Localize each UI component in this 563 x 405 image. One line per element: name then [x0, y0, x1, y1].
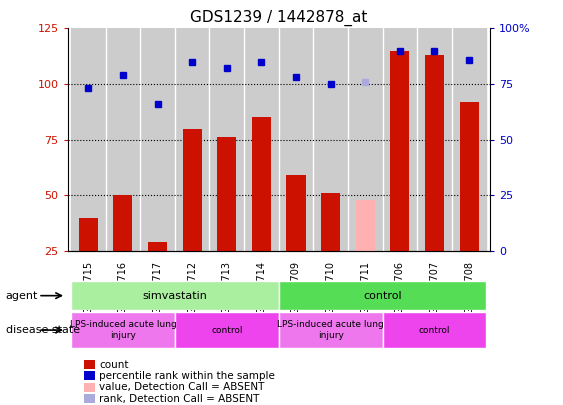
Text: value, Detection Call = ABSENT: value, Detection Call = ABSENT — [99, 382, 265, 392]
Bar — [140, 28, 175, 251]
Bar — [459, 102, 479, 251]
Bar — [356, 200, 375, 251]
Bar — [175, 28, 209, 251]
Bar — [390, 51, 409, 251]
Text: agent: agent — [6, 291, 38, 301]
Bar — [209, 28, 244, 251]
Bar — [348, 28, 382, 251]
Bar — [71, 312, 175, 348]
Bar — [106, 28, 140, 251]
Bar — [425, 55, 444, 251]
Text: control: control — [211, 326, 243, 335]
Bar — [417, 28, 452, 251]
Bar — [182, 128, 202, 251]
Bar — [279, 28, 313, 251]
Bar — [113, 195, 132, 251]
Bar — [79, 217, 98, 251]
Text: disease state: disease state — [6, 325, 80, 335]
Text: control: control — [363, 291, 402, 301]
Bar — [217, 137, 236, 251]
Bar — [244, 28, 279, 251]
Bar — [279, 312, 382, 348]
Bar — [279, 281, 486, 310]
Bar — [287, 175, 306, 251]
Text: simvastatin: simvastatin — [142, 291, 207, 301]
Bar — [382, 28, 417, 251]
Text: LPS-induced acute lung
injury: LPS-induced acute lung injury — [70, 320, 176, 340]
Text: percentile rank within the sample: percentile rank within the sample — [99, 371, 275, 381]
Bar — [382, 312, 486, 348]
Text: LPS-induced acute lung
injury: LPS-induced acute lung injury — [277, 320, 384, 340]
Bar — [452, 28, 486, 251]
Bar — [313, 28, 348, 251]
Title: GDS1239 / 1442878_at: GDS1239 / 1442878_at — [190, 9, 368, 26]
Bar — [71, 281, 279, 310]
Text: control: control — [419, 326, 450, 335]
Text: rank, Detection Call = ABSENT: rank, Detection Call = ABSENT — [99, 394, 260, 403]
Text: count: count — [99, 360, 128, 369]
Bar — [175, 312, 279, 348]
Bar — [71, 28, 106, 251]
Bar — [252, 117, 271, 251]
Bar — [321, 193, 340, 251]
Bar — [148, 242, 167, 251]
